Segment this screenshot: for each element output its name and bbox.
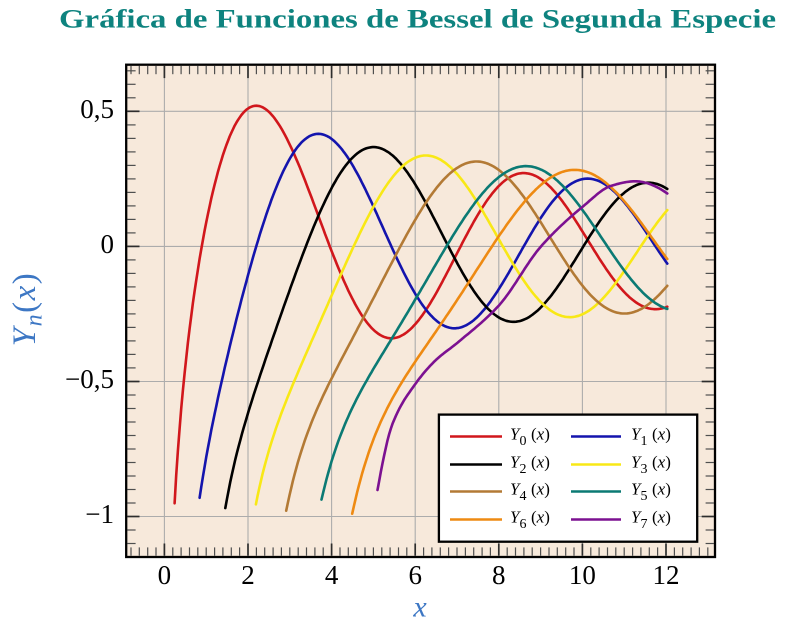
svg-text:Gráfica de Funciones de Bessel: Gráfica de Funciones de Bessel de Segund…	[59, 4, 776, 34]
svg-text:0: 0	[101, 229, 115, 259]
svg-text:10: 10	[569, 560, 596, 590]
svg-text:x: x	[412, 591, 427, 624]
svg-text:0,5: 0,5	[80, 94, 114, 124]
svg-text:12: 12	[653, 560, 680, 590]
svg-text:6: 6	[408, 560, 422, 590]
svg-text:0: 0	[158, 560, 172, 590]
svg-text:4: 4	[325, 560, 339, 590]
svg-text:Yn(x): Yn(x)	[7, 272, 48, 347]
svg-text:−0,5: −0,5	[65, 364, 114, 394]
svg-text:−1: −1	[85, 499, 114, 529]
svg-text:2: 2	[241, 560, 255, 590]
svg-text:8: 8	[492, 560, 506, 590]
